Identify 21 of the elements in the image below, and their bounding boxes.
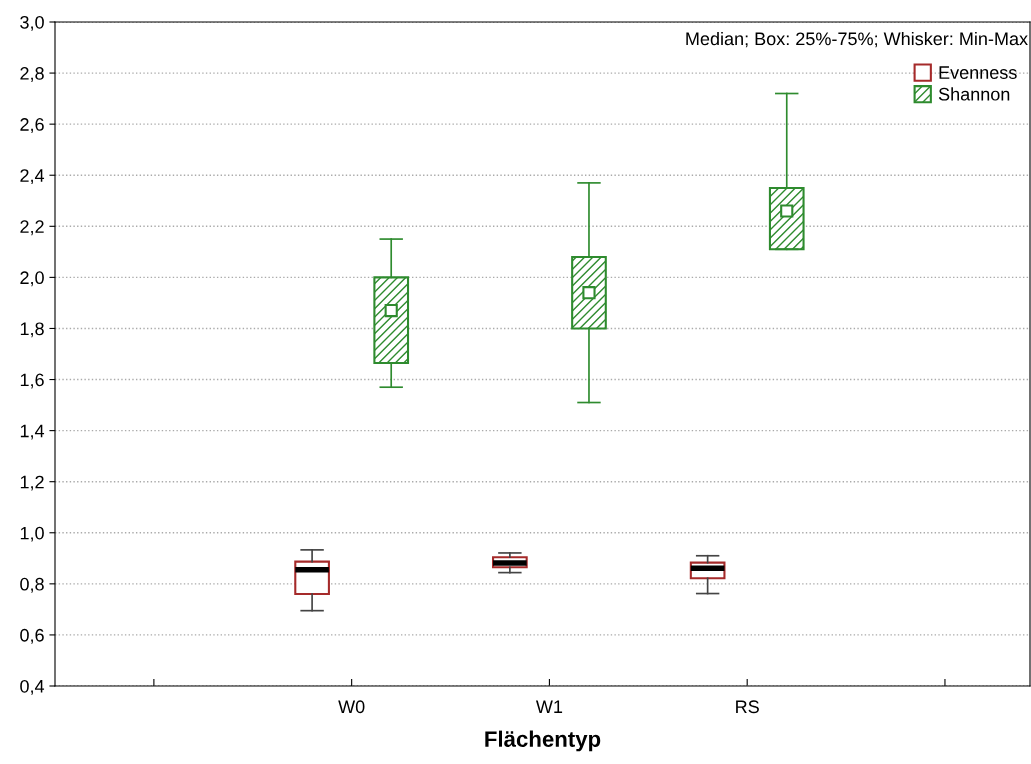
legend-label: Shannon [938,87,1010,101]
y-tick-label: 0,8 [20,577,44,593]
y-tick-label: 1,8 [20,322,44,338]
y-tick-label: 2,6 [20,118,44,134]
y-tick-label: 2,2 [20,220,44,236]
y-tick-label: 1,0 [20,526,44,542]
x-tick-label: RS [736,700,759,714]
y-tick-label: 1,2 [20,475,44,491]
y-tick-label: 2,0 [20,271,44,287]
y-tick-label: 2,8 [20,67,44,82]
y-tick-label: 1,6 [20,373,44,389]
x-tick-label: W1 [535,700,563,713]
y-tick-label: 0,4 [20,679,45,695]
x-axis-title: Flächentyp [485,730,601,752]
y-tick-label: 3,0 [20,15,44,31]
x-tick-label: W0 [338,700,365,714]
annotation: Median; Box: 25%-75%; Whisker: Min-Max [686,31,1028,48]
legend-label: Evenness [939,66,1017,79]
y-tick-label: 2,4 [20,169,45,185]
y-tick-label: 1,4 [20,424,45,440]
y-tick-label: 0,6 [20,628,44,644]
